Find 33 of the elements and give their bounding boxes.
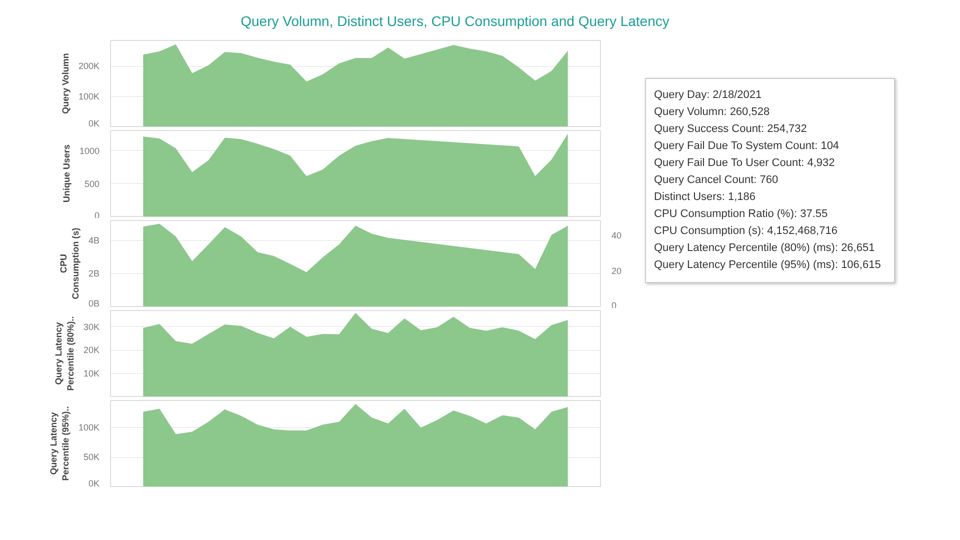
text: CPU Consumption Ratio (%): 37.55 (654, 208, 828, 220)
chart-title: Query Volumn, Distinct Users, CPU Consumption and Query Latency (240, 12, 670, 31)
y-tick-label: 2B (88, 268, 100, 278)
y-tick-label: 0K (88, 478, 100, 488)
text: Query Day: 2/18/2021 (654, 89, 762, 101)
y-axis-title: CPU Consumption (s) (58, 228, 80, 300)
y-tick-label: 200K (78, 61, 100, 72)
text: Query Latency Percentile (80%) (ms): 26,651 (654, 242, 875, 254)
y-tick-label: 100K (78, 422, 100, 433)
text: Distinct Users: 1,186 (654, 191, 756, 203)
y-axis-title: Query Latency Percentile (80%).. (53, 316, 76, 391)
text: Query Volumn: 260,528 (654, 106, 770, 118)
text: Query Fail Due To User Count: 4,932 (654, 157, 835, 169)
text: Query Latency Percentile (95%) (ms): 106,615 (654, 259, 881, 271)
text: CPU Consumption (s): 4,152,468,716 (654, 225, 838, 237)
text: Query Cancel Count: 760 (654, 174, 778, 186)
y-axis-title: Query Latency Percentile (95%).. (48, 406, 70, 481)
y-tick-label: 1000 (79, 146, 100, 156)
y-tick-label: 100K (78, 91, 100, 102)
y-axis-title: Unique Users (61, 144, 72, 203)
y-tick-label: 20K (83, 345, 100, 356)
y-tick-label: 0B (88, 298, 100, 308)
y-tick-label: 500 (84, 178, 100, 189)
y-tick-label: 50K (83, 452, 100, 462)
y2-tick-label: 40 (612, 230, 622, 240)
y-tick-label: 4B (88, 235, 100, 246)
y-tick-label: 30K (83, 322, 100, 332)
y2-tick-label: 20 (612, 266, 622, 276)
y-axis-title: Query Volumn (60, 53, 70, 114)
text: Query Fail Due To System Count: 104 (654, 140, 840, 152)
y-tick-label: 0K (88, 118, 100, 128)
text: Query Success Count: 254,732 (654, 123, 807, 135)
y-tick-label: 10K (83, 368, 100, 378)
